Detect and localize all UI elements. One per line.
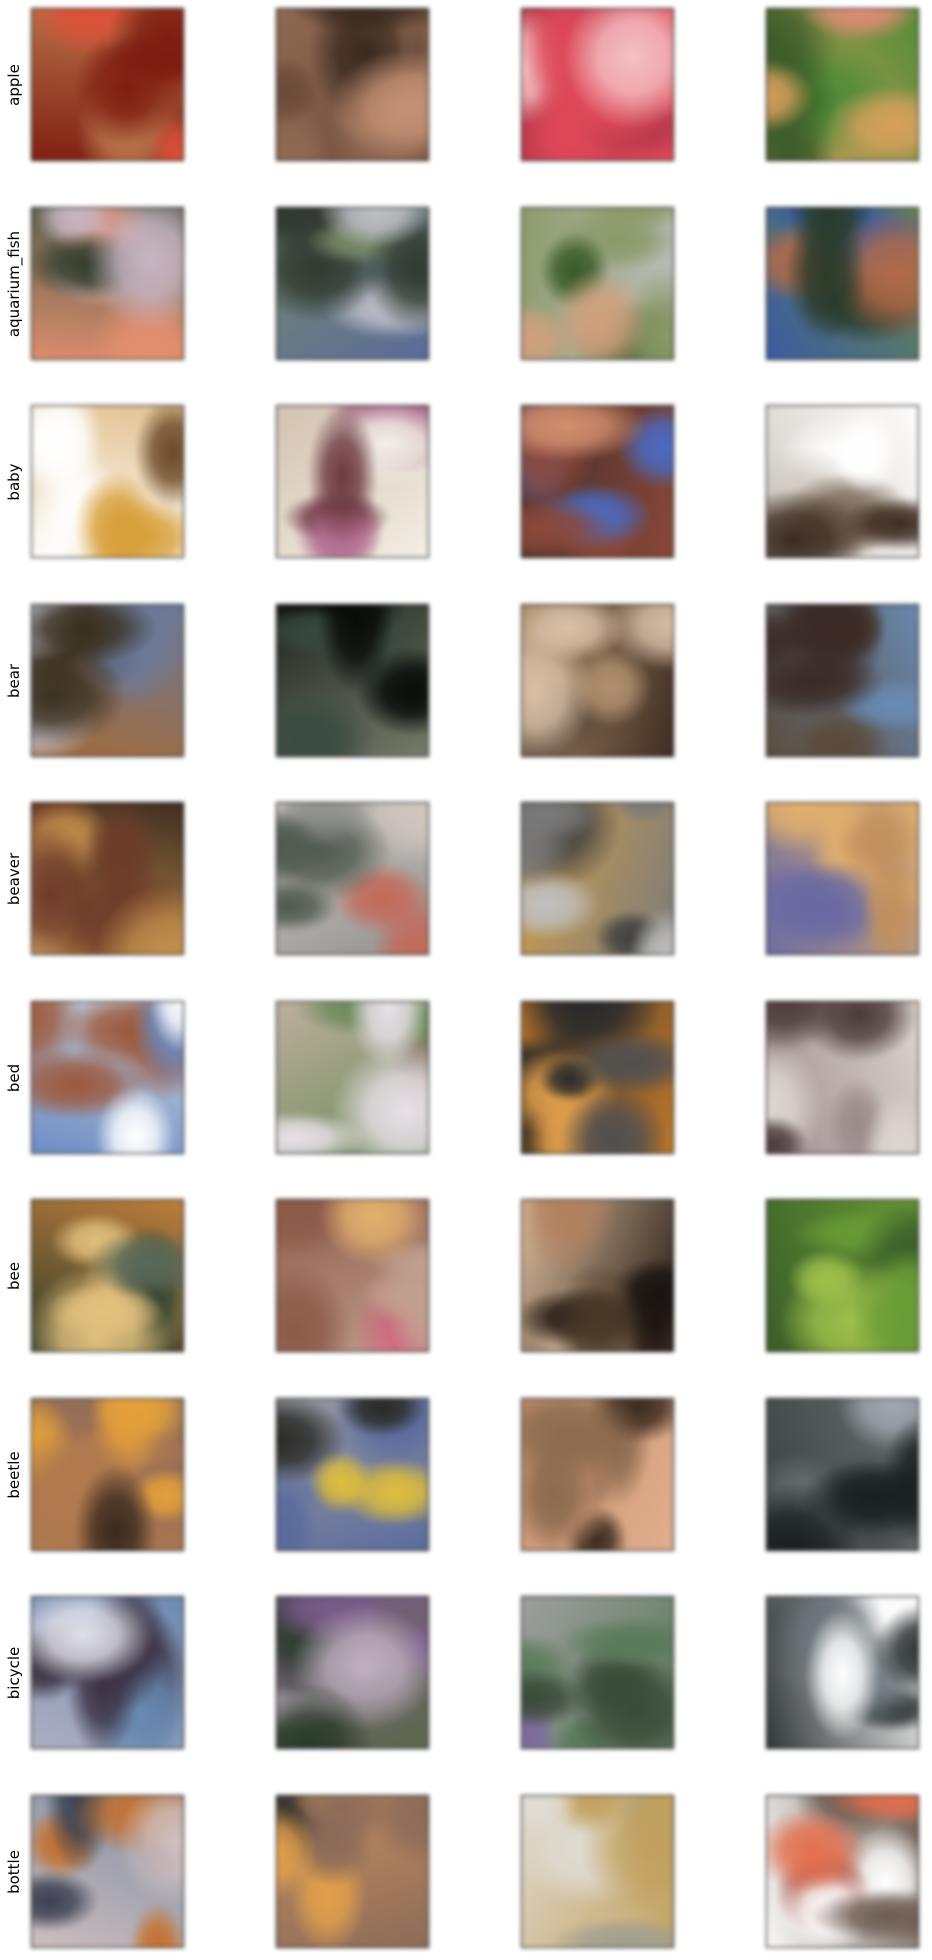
sample-image-content bbox=[32, 9, 183, 160]
sample-image bbox=[276, 1795, 429, 1948]
row-label-aquarium-fish: aquarium_fish bbox=[5, 230, 23, 337]
sample-image bbox=[31, 8, 184, 161]
sample-image bbox=[31, 1398, 184, 1551]
sample-image bbox=[276, 1199, 429, 1352]
sample-image bbox=[766, 1596, 919, 1749]
sample-image bbox=[521, 8, 674, 161]
sample-image bbox=[276, 1596, 429, 1749]
sample-image bbox=[766, 604, 919, 757]
sample-image-content bbox=[277, 406, 428, 557]
sample-image bbox=[521, 1596, 674, 1749]
sample-image bbox=[31, 1199, 184, 1352]
sample-image bbox=[521, 1199, 674, 1352]
sample-image-content bbox=[277, 803, 428, 954]
sample-image-content bbox=[277, 9, 428, 160]
sample-image bbox=[31, 405, 184, 558]
sample-image bbox=[276, 405, 429, 558]
sample-image bbox=[31, 1596, 184, 1749]
sample-image bbox=[766, 1398, 919, 1551]
row-label-baby: baby bbox=[5, 462, 23, 501]
sample-image-content bbox=[277, 605, 428, 756]
row-label-bed: bed bbox=[5, 1063, 23, 1092]
sample-image-content bbox=[767, 406, 918, 557]
sample-image-content bbox=[767, 803, 918, 954]
sample-image-content bbox=[522, 1002, 673, 1153]
sample-image-content bbox=[32, 1796, 183, 1947]
sample-image bbox=[276, 8, 429, 161]
sample-image bbox=[31, 207, 184, 360]
sample-image-content bbox=[277, 208, 428, 359]
sample-image-content bbox=[767, 9, 918, 160]
sample-image bbox=[766, 207, 919, 360]
sample-image-content bbox=[767, 1399, 918, 1550]
sample-image-content bbox=[277, 1002, 428, 1153]
sample-image-content bbox=[277, 1399, 428, 1550]
sample-image bbox=[766, 1001, 919, 1154]
sample-image bbox=[766, 1199, 919, 1352]
sample-image-content bbox=[522, 1399, 673, 1550]
sample-image-content bbox=[522, 803, 673, 954]
sample-image-content bbox=[522, 1597, 673, 1748]
row-label-bottle: bottle bbox=[5, 1849, 23, 1894]
sample-image-content bbox=[522, 605, 673, 756]
sample-image bbox=[521, 1001, 674, 1154]
sample-image bbox=[31, 604, 184, 757]
row-label-bear: bear bbox=[5, 663, 23, 698]
sample-image-content bbox=[32, 406, 183, 557]
sample-image-content bbox=[32, 1200, 183, 1351]
sample-image-content bbox=[277, 1796, 428, 1947]
sample-image bbox=[31, 802, 184, 955]
sample-image-content bbox=[767, 1796, 918, 1947]
row-label-apple: apple bbox=[5, 63, 23, 106]
sample-image bbox=[276, 604, 429, 757]
sample-image bbox=[521, 1795, 674, 1948]
row-label-beaver: beaver bbox=[5, 852, 23, 905]
sample-image bbox=[276, 207, 429, 360]
sample-image bbox=[521, 207, 674, 360]
sample-image-content bbox=[522, 406, 673, 557]
sample-image-content bbox=[522, 208, 673, 359]
sample-image-content bbox=[767, 1200, 918, 1351]
row-label-beetle: beetle bbox=[5, 1450, 23, 1499]
sample-image bbox=[766, 1795, 919, 1948]
sample-image-content bbox=[522, 1796, 673, 1947]
sample-image-content bbox=[767, 208, 918, 359]
sample-image-content bbox=[767, 605, 918, 756]
sample-image bbox=[766, 802, 919, 955]
row-label-bicycle: bicycle bbox=[5, 1646, 23, 1699]
sample-image bbox=[31, 1795, 184, 1948]
sample-image-content bbox=[32, 1597, 183, 1748]
sample-image-content bbox=[277, 1597, 428, 1748]
sample-image-content bbox=[767, 1597, 918, 1748]
sample-image bbox=[31, 1001, 184, 1154]
sample-image-content bbox=[277, 1200, 428, 1351]
row-label-bee: bee bbox=[5, 1261, 23, 1290]
sample-image-content bbox=[32, 803, 183, 954]
sample-image bbox=[521, 604, 674, 757]
sample-image-content bbox=[522, 9, 673, 160]
sample-image bbox=[521, 405, 674, 558]
sample-image bbox=[276, 1398, 429, 1551]
sample-image bbox=[521, 1398, 674, 1551]
sample-image-content bbox=[32, 605, 183, 756]
sample-image bbox=[276, 1001, 429, 1154]
sample-image bbox=[521, 802, 674, 955]
sample-image-content bbox=[522, 1200, 673, 1351]
sample-image bbox=[766, 405, 919, 558]
sample-image-content bbox=[32, 1002, 183, 1153]
sample-image-content bbox=[32, 1399, 183, 1550]
sample-image-content bbox=[767, 1002, 918, 1153]
sample-image bbox=[276, 802, 429, 955]
sample-image bbox=[766, 8, 919, 161]
sample-image-content bbox=[32, 208, 183, 359]
